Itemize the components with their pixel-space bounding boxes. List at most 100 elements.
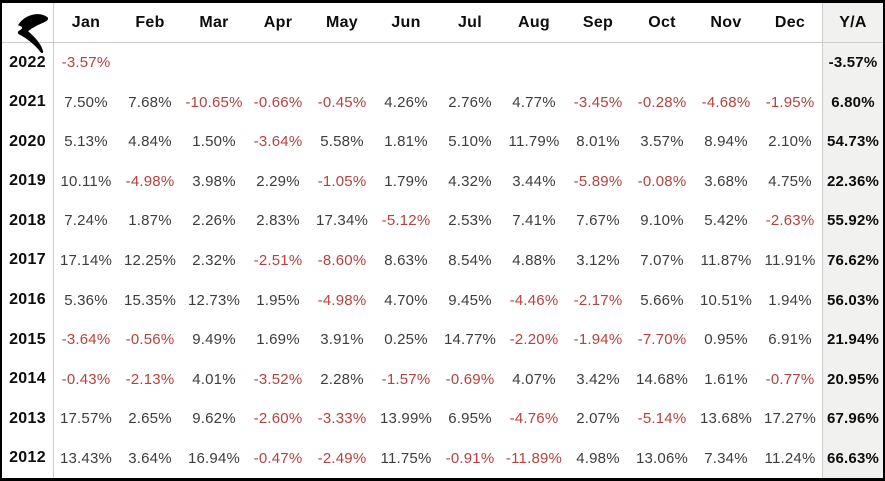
return-cell: 1.94% — [768, 291, 812, 309]
year-label: 2022 — [2, 43, 54, 83]
return-cell: 9.45% — [448, 291, 492, 309]
return-cell: 2.10% — [768, 133, 812, 151]
year-label: 2021 — [2, 82, 54, 123]
return-cell: 8.94% — [704, 133, 748, 151]
return-cell: 5.66% — [640, 291, 684, 309]
return-cell: -3.64% — [61, 331, 111, 349]
return-cell: -1.57% — [381, 370, 431, 388]
return-cell: 3.91% — [320, 331, 364, 349]
ytd-cell: 56.03% — [822, 280, 883, 320]
ytd-cell: 21.94% — [822, 319, 883, 360]
year-label: 2020 — [2, 122, 54, 162]
return-cell: 2.65% — [128, 410, 172, 428]
return-cell — [438, 43, 502, 83]
ytd-cell: 76.62% — [822, 240, 883, 281]
return-cell: 7.50% — [64, 93, 108, 111]
return-cell: 4.07% — [512, 370, 556, 388]
return-cell: 17.27% — [763, 410, 817, 428]
ytd-cell: 22.36% — [822, 161, 883, 202]
return-cell: 9.62% — [192, 410, 236, 428]
return-cell: 1.81% — [384, 133, 428, 151]
return-cell: 7.07% — [640, 251, 684, 269]
return-cell: -0.91% — [445, 449, 495, 467]
return-cell: -0.47% — [253, 449, 303, 467]
return-cell: 2.29% — [256, 172, 300, 190]
return-cell: -7.70% — [637, 331, 687, 349]
return-cell — [246, 43, 310, 83]
return-cell: 17.34% — [315, 212, 369, 230]
return-cell: 2.28% — [320, 370, 364, 388]
return-cell: 3.12% — [576, 251, 620, 269]
return-cell: -5.14% — [637, 410, 687, 428]
return-cell: 3.44% — [512, 172, 556, 190]
column-header-may: May — [310, 3, 374, 43]
return-cell: 7.68% — [128, 93, 172, 111]
return-cell: -8.60% — [317, 251, 367, 269]
column-header-apr: Apr — [246, 3, 310, 43]
return-cell: -0.69% — [445, 370, 495, 388]
return-cell: -4.98% — [317, 291, 367, 309]
return-cell: 7.24% — [64, 212, 108, 230]
return-cell: 14.77% — [443, 331, 497, 349]
return-cell: -4.76% — [509, 410, 559, 428]
return-cell: 13.68% — [699, 410, 753, 428]
return-cell: 6.95% — [448, 410, 492, 428]
return-cell: 11.87% — [700, 251, 752, 269]
r-swoosh-logo-icon — [17, 14, 49, 53]
ytd-cell: 67.96% — [822, 398, 883, 439]
return-cell: 4.70% — [384, 291, 428, 309]
logo-cell — [2, 3, 54, 53]
return-cell: -2.60% — [253, 410, 303, 428]
return-cell — [694, 43, 758, 83]
return-cell: 11.91% — [764, 251, 816, 269]
return-cell: 1.50% — [192, 133, 236, 151]
return-cell: -2.49% — [317, 449, 367, 467]
return-cell: 3.98% — [192, 172, 236, 190]
ytd-cell: 54.73% — [822, 122, 883, 162]
return-cell: 1.69% — [256, 331, 300, 349]
return-cell: 1.87% — [128, 212, 172, 230]
column-header-sep: Sep — [566, 3, 630, 43]
return-cell: 5.36% — [64, 291, 108, 309]
column-header-feb: Feb — [118, 3, 182, 43]
column-header-jul: Jul — [438, 3, 502, 43]
ytd-cell: 55.92% — [822, 201, 883, 241]
return-cell: -3.52% — [253, 370, 303, 388]
return-cell — [758, 43, 822, 83]
return-cell: 7.34% — [704, 449, 748, 467]
return-cell: -1.95% — [765, 93, 815, 111]
return-cell: 2.32% — [192, 251, 236, 269]
return-cell: 3.68% — [704, 172, 748, 190]
return-cell: 5.42% — [704, 212, 748, 230]
return-cell: 4.01% — [192, 370, 236, 388]
return-cell — [566, 43, 630, 83]
ytd-cell: 20.95% — [822, 359, 883, 399]
return-cell: 5.58% — [320, 133, 364, 151]
return-cell: 3.42% — [576, 370, 620, 388]
return-cell: 4.84% — [128, 133, 172, 151]
return-cell: -2.20% — [509, 331, 559, 349]
return-cell: -10.65% — [185, 93, 243, 111]
return-cell — [374, 43, 438, 83]
return-cell: 7.67% — [576, 212, 620, 230]
return-cell: 5.10% — [448, 133, 492, 151]
ytd-cell: -3.57% — [822, 43, 883, 83]
return-cell: -0.56% — [125, 331, 175, 349]
column-header-mar: Mar — [182, 3, 246, 43]
return-cell: 2.07% — [576, 410, 620, 428]
return-cell: -11.89% — [505, 449, 563, 467]
return-cell: 4.77% — [512, 93, 556, 111]
return-cell: 15.35% — [123, 291, 177, 309]
return-cell: 12.73% — [187, 291, 241, 309]
return-cell: -1.05% — [317, 172, 367, 190]
return-cell: -3.64% — [253, 133, 303, 151]
year-label: 2018 — [2, 201, 54, 241]
return-cell: -4.98% — [125, 172, 175, 190]
return-cell: 3.64% — [128, 449, 172, 467]
return-cell: 9.49% — [192, 331, 236, 349]
return-cell: 9.10% — [640, 212, 684, 230]
return-cell — [310, 43, 374, 83]
return-cell: 10.51% — [699, 291, 753, 309]
return-cell: -0.66% — [253, 93, 303, 111]
return-cell: -5.12% — [381, 212, 431, 230]
